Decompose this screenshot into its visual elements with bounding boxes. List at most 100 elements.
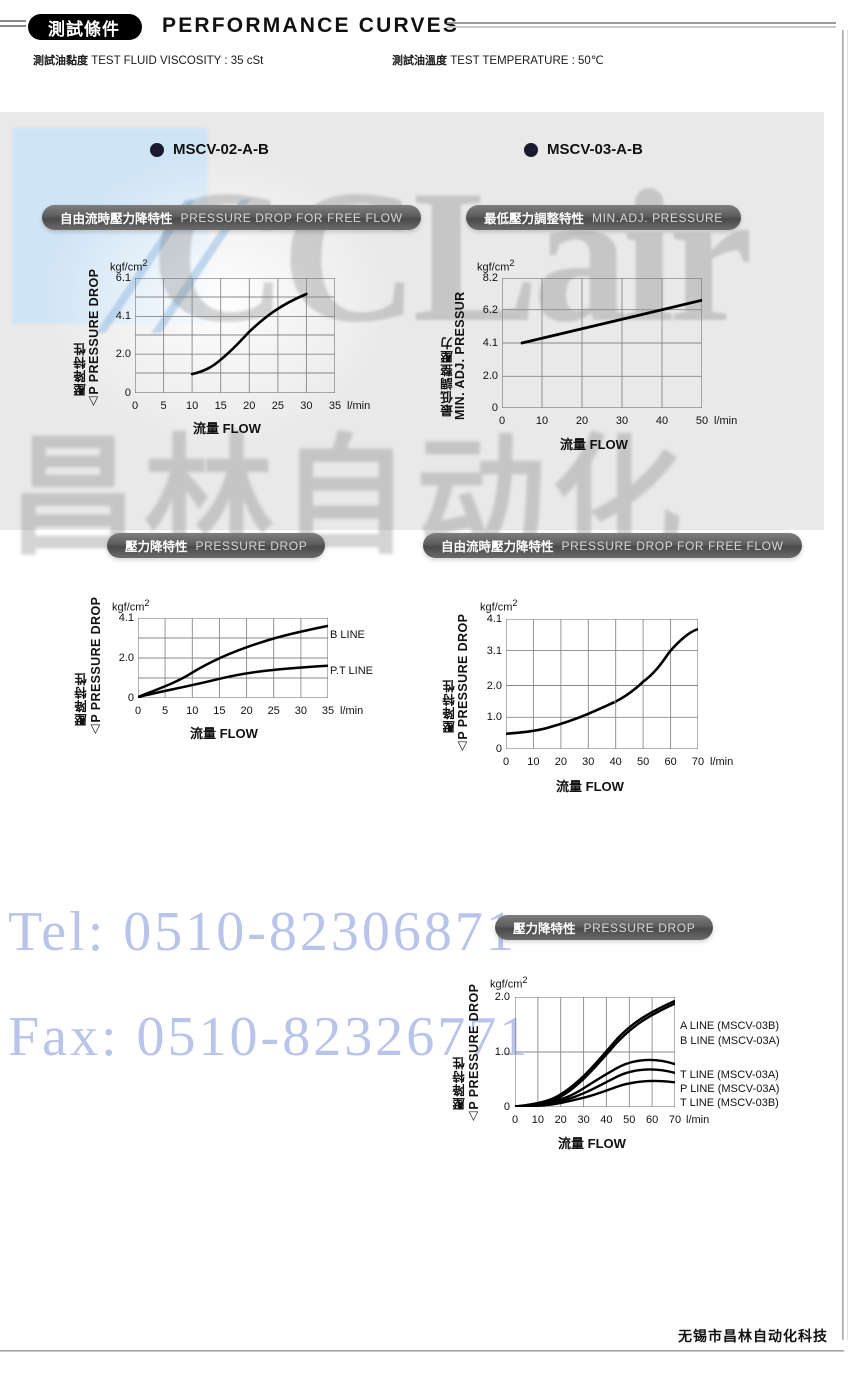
chart-3-xtick-7: 35 (321, 705, 335, 717)
section-pill-en: PRESSURE DROP FOR FREE FLOW (180, 210, 403, 225)
section-pill-cn: 最低壓力調整特性 (484, 211, 585, 226)
chart-1-plot (135, 278, 335, 393)
section-pill-free-flow-03: 自由流時壓力降特性 PRESSURE DROP FOR FREE FLOW (423, 533, 802, 558)
header-dash-decoration (0, 20, 26, 29)
chart-5-legend-b-line: B LINE (MSCV-03A) (680, 1035, 780, 1047)
chart-4-y-unit-base: kgf/cm (480, 601, 513, 614)
section-pill-cn: 壓力降特性 (513, 921, 576, 936)
chart-2-x-unit: l/min (714, 415, 738, 427)
model-title-mscv-03: MSCV-03-A-B (524, 141, 643, 158)
chart-2-ytick-0: 0 (491, 402, 498, 414)
chart-5-x-axis-label-cn: 流量 (558, 1137, 585, 1152)
chart-4-x-axis-label: 流量 FLOW (556, 776, 624, 795)
chart-1-xtick-7: 35 (328, 400, 342, 412)
chart-2-xtick-4: 40 (655, 415, 669, 427)
chart-1-y-unit: kgf/cm2 (110, 258, 148, 274)
section-pill-en: PRESSURE DROP (195, 538, 308, 553)
chart-3-plot (138, 618, 328, 698)
chart-2-ytick-3: 6.2 (482, 303, 498, 316)
chart-4-xtick-6: 60 (664, 756, 677, 768)
chart-5-legend-t-line-a: T LINE (MSCV-03A) (680, 1069, 779, 1081)
chart-1-xtick-5: 25 (271, 400, 285, 412)
chart-5-x-unit: l/min (686, 1114, 710, 1126)
test-temperature: 測試油溫度 TEST TEMPERATURE : 50℃ (392, 52, 604, 68)
bullet-icon (150, 142, 164, 157)
test-condition-badge: 測試條件 (28, 14, 142, 40)
chart-4-xtick-1: 10 (527, 756, 540, 768)
bullet-icon (524, 142, 538, 157)
chart-4-y-axis-label-cn: 壓降特性 (442, 679, 457, 733)
section-pill-en: PRESSURE DROP FOR FREE FLOW (561, 538, 784, 553)
chart-1-xtick-6: 30 (300, 400, 313, 412)
frame-right-rule (842, 30, 844, 1340)
chart-3-x-unit: l/min (340, 705, 364, 717)
chart-2-x-axis-label-cn: 流量 (560, 438, 587, 453)
chart-1-x-axis-label: 流量 FLOW (193, 418, 261, 437)
chart-1-xtick-1: 5 (160, 400, 167, 412)
chart-5-xtick-5: 50 (623, 1114, 636, 1126)
chart-5-y-unit-exp: 2 (522, 975, 528, 985)
chart-1-x-unit: l/min (347, 400, 371, 412)
chart-5-xtick-1: 10 (531, 1114, 545, 1126)
chart-4-xtick-7: 70 (691, 756, 705, 768)
chart-3-xtick-6: 30 (294, 705, 308, 717)
chart-4-x-unit: l/min (710, 756, 734, 768)
chart-5-xtick-3: 30 (577, 1114, 590, 1126)
chart-3-y-axis-label-cn: 壓降特性 (74, 672, 89, 726)
chart-1-ytick-3: 6.1 (115, 272, 131, 284)
chart-4-y-unit-exp: 2 (512, 598, 518, 608)
frame-right-rule-thin (847, 30, 848, 1340)
chart-4-xtick-3: 30 (582, 756, 595, 768)
chart-2-y-unit-base: kgf/cm (477, 261, 510, 274)
chart-1-xtick-2: 10 (185, 400, 199, 412)
chart-5-ytick-0: 0 (503, 1101, 510, 1113)
test-fluid-viscosity-en: TEST FLUID VISCOSITY : 35 cSt (91, 55, 264, 67)
chart-5-x-axis-label: 流量 FLOW (558, 1133, 626, 1152)
chart-2-ytick-1: 2.0 (482, 370, 498, 383)
chart-1-xtick-4: 20 (243, 400, 256, 412)
chart-2-xtick-2: 20 (575, 415, 589, 427)
chart-4-ytick-4: 4.1 (486, 613, 502, 625)
chart-2-xtick-0: 0 (498, 415, 506, 427)
chart-2-x-axis-label-en: FLOW (589, 437, 628, 452)
test-temperature-en: TEST TEMPERATURE : 50℃ (450, 55, 604, 67)
test-condition-badge-label: 測試條件 (48, 19, 120, 40)
chart-3-xtick-5: 25 (267, 705, 280, 717)
chart-3-xtick-3: 15 (213, 705, 226, 717)
chart-3-legend-pt-line: P.T LINE (330, 665, 374, 677)
section-pill-cn: 自由流時壓力降特性 (60, 211, 173, 226)
chart-5-xtick-0: 0 (511, 1114, 519, 1126)
chart-1-y-axis-label-cn: 壓降特性 (73, 342, 88, 396)
test-fluid-viscosity-cn: 測試油黏度 (33, 54, 88, 67)
chart-3-x-axis-label-en: FLOW (219, 726, 258, 741)
chart-5-ytick-2: 2.0 (494, 991, 510, 1003)
model-title-mscv-02: MSCV-02-A-B (150, 141, 269, 158)
chart-3-x-axis-label-cn: 流量 (190, 727, 217, 742)
chart-3-ytick-2: 4.1 (118, 612, 134, 624)
chart-3-ytick-0: 0 (127, 692, 134, 704)
chart-4-xtick-4: 40 (609, 756, 622, 768)
chart-2-xtick-5: 50 (695, 415, 709, 427)
test-temperature-cn: 測試油溫度 (392, 54, 447, 67)
chart-4-x-axis-label-en: FLOW (585, 779, 624, 794)
chart-1-ytick-0: 0 (124, 387, 131, 399)
chart-1-x-axis-label-cn: 流量 (193, 422, 220, 437)
chart-2-ytick-4: 8.2 (482, 272, 498, 284)
chart-3-xtick-1: 5 (162, 705, 169, 717)
section-pill-pressure-drop-03: 壓力降特性 PRESSURE DROP (495, 915, 714, 940)
chart-3-y-unit: kgf/cm2 (112, 598, 150, 614)
chart-2-x-axis-label: 流量 FLOW (560, 434, 628, 453)
chart-5-xtick-2: 20 (554, 1114, 567, 1126)
chart-2-y-axis-label-cn: 最低調整壓力 (440, 336, 455, 417)
company-footer: 无锡市昌林自动化科技 (678, 1329, 828, 1345)
chart-5-xtick-4: 40 (600, 1114, 613, 1126)
chart-4-ytick-2: 2.0 (486, 679, 502, 692)
section-pill-cn: 壓力降特性 (125, 539, 188, 554)
chart-5-y-unit: kgf/cm2 (490, 975, 528, 991)
chart-2-y-unit-exp: 2 (509, 258, 515, 268)
section-pill-cn: 自由流時壓力降特性 (441, 539, 554, 554)
chart-5-plot (515, 997, 675, 1107)
chart-5-xtick-7: 70 (668, 1114, 682, 1126)
page-header: 測試條件 PERFORMANCE CURVES (0, 8, 850, 42)
panel-glow (40, 150, 400, 450)
